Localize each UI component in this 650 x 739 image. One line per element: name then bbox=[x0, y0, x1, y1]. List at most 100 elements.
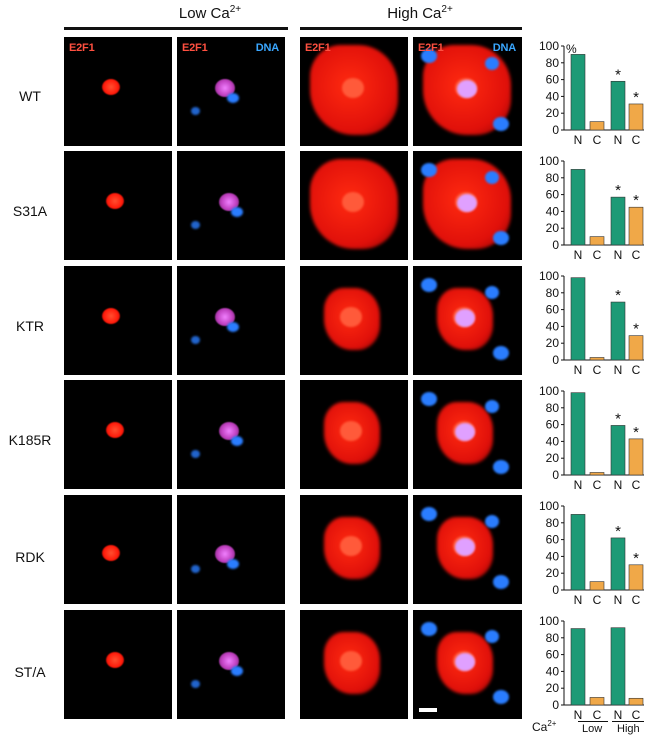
micrograph-wt-high-merge: E2F1 DNA bbox=[413, 37, 522, 146]
bar-n bbox=[610, 425, 626, 476]
category-label: C bbox=[632, 248, 641, 262]
y-tick-label: 60 bbox=[546, 418, 560, 432]
significance-asterisk: * bbox=[615, 523, 621, 540]
bar-c bbox=[628, 103, 644, 131]
category-label: N bbox=[574, 708, 583, 722]
dna-nucleus bbox=[421, 278, 437, 292]
y-tick-label: 20 bbox=[546, 681, 560, 695]
micrograph-ktr-low-merge bbox=[177, 266, 285, 375]
y-tick-label: 80 bbox=[546, 401, 560, 415]
y-tick-label: 40 bbox=[546, 204, 560, 218]
bar-n bbox=[570, 277, 586, 361]
bar-c bbox=[589, 121, 605, 131]
y-tick-label: 20 bbox=[546, 336, 560, 350]
y-tick-label: 20 bbox=[546, 566, 560, 580]
nucleus-merge bbox=[215, 308, 235, 326]
category-label: N bbox=[614, 593, 623, 607]
micrograph-k185r-low-e2f1 bbox=[64, 380, 172, 489]
nucleus-merge bbox=[455, 309, 475, 327]
row-label-k185r: K185R bbox=[8, 432, 52, 448]
micrograph-sta-low-e2f1 bbox=[64, 610, 172, 719]
category-label: C bbox=[593, 593, 602, 607]
dna-nucleus bbox=[421, 622, 437, 636]
y-tick-label: 60 bbox=[546, 303, 560, 317]
y-tick-label: 100 bbox=[539, 614, 559, 628]
micrograph-sta-low-merge bbox=[177, 610, 285, 719]
e2f1-nucleus bbox=[102, 79, 120, 95]
footer-ca-label: Ca2+ bbox=[532, 719, 557, 734]
y-tick-label: 100 bbox=[539, 499, 559, 513]
dna-nucleus bbox=[227, 93, 239, 103]
dna-nucleus bbox=[227, 322, 239, 332]
dna-channel-label: DNA bbox=[492, 42, 516, 54]
category-label: C bbox=[593, 708, 602, 722]
nucleus-merge bbox=[219, 422, 239, 440]
row-label-rdk: RDK bbox=[15, 549, 45, 565]
y-tick-label: 60 bbox=[546, 648, 560, 662]
e2f1-nucleus bbox=[340, 421, 362, 441]
y-tick-label: 80 bbox=[546, 171, 560, 185]
y-tick-label: 0 bbox=[552, 468, 559, 482]
footer-high-underline bbox=[612, 721, 644, 722]
dna-nucleus bbox=[485, 57, 499, 70]
category-label: C bbox=[632, 708, 641, 722]
bar-n bbox=[570, 54, 586, 131]
y-tick-label: 40 bbox=[546, 319, 560, 333]
y-tick-label: 0 bbox=[552, 238, 559, 252]
micrograph-s31a-high-merge bbox=[413, 151, 522, 260]
category-label: N bbox=[574, 593, 583, 607]
bar-c bbox=[628, 206, 644, 246]
bar-c bbox=[628, 335, 644, 361]
bar-c bbox=[628, 697, 644, 706]
bar-n bbox=[570, 169, 586, 246]
e2f1-nucleus bbox=[106, 422, 124, 438]
micrograph-s31a-low-merge bbox=[177, 151, 285, 260]
y-tick-label: 40 bbox=[546, 664, 560, 678]
significance-asterisk: * bbox=[633, 321, 639, 338]
category-label: C bbox=[593, 248, 602, 262]
bar-c bbox=[589, 581, 605, 591]
micrograph-s31a-high-e2f1 bbox=[300, 151, 408, 260]
micrograph-rdk-low-e2f1 bbox=[64, 495, 172, 604]
significance-asterisk: * bbox=[633, 424, 639, 441]
y-tick-label: 0 bbox=[552, 698, 559, 712]
nucleus-merge bbox=[219, 652, 239, 670]
dna-nucleus bbox=[485, 171, 499, 184]
e2f1-nucleus bbox=[342, 192, 364, 212]
category-label: N bbox=[614, 133, 623, 147]
high-calcium-header-line bbox=[300, 27, 522, 30]
y-tick-label: 20 bbox=[546, 106, 560, 120]
category-label: C bbox=[593, 133, 602, 147]
e2f1-nucleus bbox=[340, 536, 362, 556]
e2f1-channel-label: E2F1 bbox=[182, 42, 208, 54]
e2f1-nucleus bbox=[106, 193, 124, 209]
category-label: N bbox=[574, 363, 583, 377]
row-label-wt: WT bbox=[19, 88, 41, 104]
y-tick-label: 20 bbox=[546, 221, 560, 235]
nucleus-merge bbox=[457, 194, 477, 212]
micrograph-rdk-high-e2f1 bbox=[300, 495, 408, 604]
category-label: C bbox=[632, 133, 641, 147]
category-label: C bbox=[632, 478, 641, 492]
y-tick-label: 60 bbox=[546, 188, 560, 202]
e2f1-channel-label: E2F1 bbox=[305, 42, 331, 54]
dna-nucleus bbox=[421, 507, 437, 521]
e2f1-channel-label: E2F1 bbox=[418, 42, 444, 54]
low-calcium-header: Low Ca2+ bbox=[178, 4, 242, 22]
bar-c bbox=[628, 564, 644, 591]
nucleus-merge bbox=[455, 423, 475, 441]
dna-nucleus bbox=[421, 163, 437, 177]
row-label-ktr: KTR bbox=[16, 318, 44, 334]
dna-speck bbox=[191, 565, 200, 573]
dna-speck bbox=[191, 107, 200, 115]
significance-asterisk: * bbox=[615, 66, 621, 83]
significance-asterisk: * bbox=[633, 192, 639, 209]
category-label: N bbox=[574, 133, 583, 147]
significance-asterisk: * bbox=[633, 550, 639, 567]
micrograph-sta-high-merge bbox=[413, 610, 522, 719]
category-label: N bbox=[614, 248, 623, 262]
dna-nucleus bbox=[421, 392, 437, 406]
y-tick-label: 100 bbox=[539, 154, 559, 168]
bar-c bbox=[589, 357, 605, 361]
